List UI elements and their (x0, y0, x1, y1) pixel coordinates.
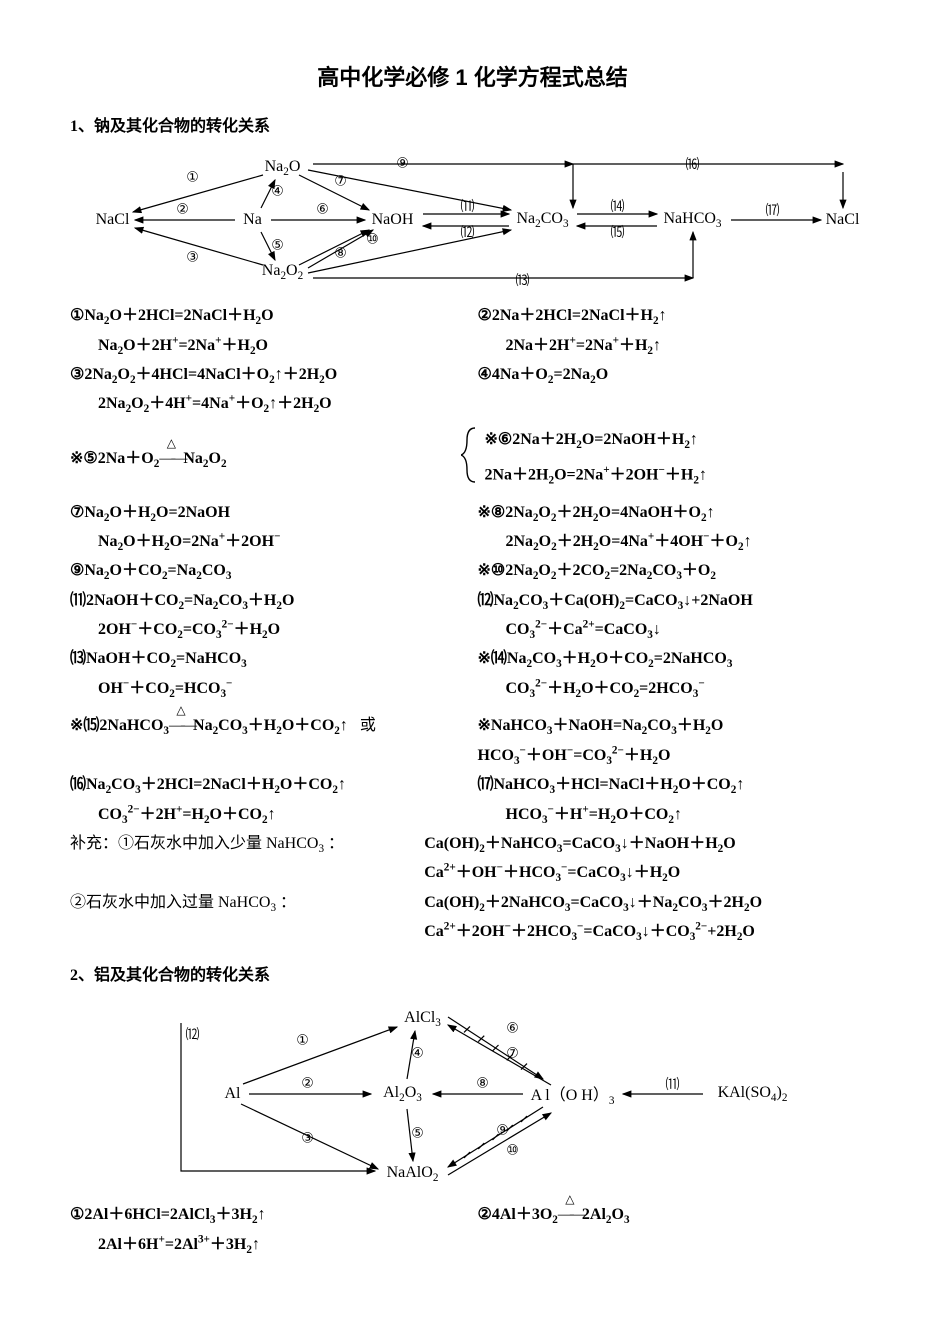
edge-label: ⑤ (271, 238, 284, 255)
node-Al2O3: Al2O3 (383, 1084, 422, 1104)
edge-label: ⑧ (476, 1076, 489, 1093)
equation-row: CO32−＋2H+=H2O＋CO2↑HCO3−＋H+=H2O＋CO2↑ (70, 800, 875, 830)
edge-label: ⑦ (506, 1046, 519, 1063)
equation-row: ⑾2NaOH＋CO2=Na2CO3＋H2O⑿Na2CO3＋Ca(OH)2=CaC… (70, 587, 875, 616)
edge-label: ⑥ (506, 1021, 519, 1038)
edge-label: ⑩ (506, 1143, 519, 1160)
node-Na: Na (243, 211, 262, 229)
edge-label: ⒁ (611, 196, 625, 216)
edge-label: ⑨ (496, 1123, 509, 1140)
equation-row: Na2O＋2H+=2Na+＋H2O2Na＋2H+=2Na+＋H2↑ (70, 331, 875, 361)
suppl1-row: 补充：①石灰水中加入少量 NaHCO3 ： Ca(OH)2＋NaHCO3=CaC… (70, 830, 875, 859)
section2-heading: 2、铝及其化合物的转化关系 (70, 961, 875, 985)
edge-label: ① (186, 170, 199, 187)
edge-label: ③ (301, 1131, 314, 1148)
node-Al: Al (225, 1085, 241, 1103)
suppl2-row2: Ca2+＋2OH−＋2HCO3−=CaCO3↓＋CO32−+2H2O (70, 918, 875, 948)
edge-label: ③ (186, 250, 199, 267)
edge-label: ② (176, 202, 189, 219)
suppl1-row2: Ca2+＋OH−＋HCO3−=CaCO3↓＋H2O (70, 859, 875, 889)
equation-row: ⒃Na2CO3＋2HCl=2NaCl＋H2O＋CO2↑⒄NaHCO3＋HCl=N… (70, 771, 875, 800)
equation-row: Na2O＋H2O=2Na+＋2OH−2Na2O2＋2H2O=4Na+＋4OH−＋… (70, 528, 875, 558)
edge-label: ② (301, 1076, 314, 1093)
delta-icon (159, 445, 183, 472)
edge-label: ⑿ (461, 222, 475, 242)
page-title: 高中化学必修 1 化学方程式总结 (70, 60, 875, 92)
edge-label: ⑤ (411, 1126, 424, 1143)
eq15-row2: HCO3−＋OH−=CO32−＋H2O (70, 741, 875, 771)
eq15-row: ※⒂2NaHCO3Na2CO3＋H2O＋CO2↑ 或 ※NaHCO3＋NaOH=… (70, 712, 875, 741)
suppl2-row: ②石灰水中加入过量 NaHCO3 ： Ca(OH)2＋2NaHCO3=CaCO3… (70, 889, 875, 918)
edge-label: ⑾ (461, 196, 475, 216)
equation-row: ⑦Na2O＋H2O=2NaOH※⑧2Na2O2＋2H2O=4NaOH＋O2↑ (70, 499, 875, 528)
node-AlOH3: A l（O H）3 (531, 1081, 615, 1107)
edge-label: ⒃ (686, 154, 700, 174)
equation-row: ①2Al＋6HCl=2AlCl3＋3H2↑②4Al＋3O22Al2O3 (70, 1201, 875, 1230)
equations-block-1: ①Na2O＋2HCl=2NaCl＋H2O②2Na＋2HCl=2NaCl＋H2↑N… (70, 302, 875, 947)
edge-label: ⒄ (766, 200, 780, 220)
equation-row: ⑨Na2O＋CO2=Na2CO3※⑩2Na2O2＋2CO2=2Na2CO3＋O2 (70, 557, 875, 586)
edge-label: ④ (271, 184, 284, 201)
node-AlCl3: AlCl3 (404, 1009, 441, 1029)
node-Na2CO3: Na2CO3 (516, 210, 568, 230)
node-NaCl_l: NaCl (96, 211, 130, 229)
section1-heading: 1、钠及其化合物的转化关系 (70, 112, 875, 136)
node-NaHCO3: NaHCO3 (663, 210, 721, 230)
node-Na2O: Na2O (265, 158, 301, 178)
edge-label: ⑧ (334, 246, 347, 263)
equation-row: 2OH−＋CO2=CO32−＋H2OCO32−＋Ca2+=CaCO3↓ (70, 616, 875, 646)
node-Na2O2: Na2O2 (262, 262, 303, 282)
node-NaOH: NaOH (372, 211, 414, 229)
eq6-top: ※⑥2Na＋2H2O=2NaOH＋H2↑ (485, 426, 876, 455)
edge-label: ⑨ (396, 156, 409, 173)
equation-row: 2Al＋6H+=2Al3+＋3H2↑ (70, 1231, 875, 1261)
brace-icon (461, 426, 479, 484)
brace-row: ※⑤2Na＋O2Na2O2 ※⑥2Na＋2H2O=2NaOH＋H2↑ 2Na＋2… (70, 426, 875, 493)
edge-label: ⑩ (366, 232, 379, 249)
node-NaAlO2: NaAlO2 (387, 1164, 439, 1184)
edge-label: ⑿ (186, 1024, 200, 1044)
equation-row: ①Na2O＋2HCl=2NaCl＋H2O②2Na＋2HCl=2NaCl＋H2↑ (70, 302, 875, 331)
edge-label: ① (296, 1033, 309, 1050)
equation-row: ③2Na2O2＋4HCl=4NaCl＋O2↑＋2H2O④4Na＋O2=2Na2O (70, 361, 875, 390)
eq6-bot: 2Na＋2H2O=2Na+＋2OH−＋H2↑ (485, 461, 876, 491)
edge-label: ⒂ (611, 222, 625, 242)
node-NaCl_r: NaCl (826, 211, 860, 229)
equation-row: ⒀NaOH＋CO2=NaHCO3※⒁Na2CO3＋H2O＋CO2=2NaHCO3 (70, 645, 875, 674)
edge-label: ⑥ (316, 202, 329, 219)
sodium-transformation-diagram: Na2O NaCl Na NaOH Na2CO3 NaHCO3 NaCl Na2O2 ① ② ③ ④ ⑤… (73, 150, 873, 290)
aluminum-transformation-diagram: AlCl3 Al Al2O3 A l（O H）3 KAl(SO4)2 NaAlO2 ⑿ ① ② ③… (113, 999, 833, 1189)
equation-row: 2Na2O2＋4H+=4Na+＋O2↑＋2H2O (70, 390, 875, 420)
edge-label: ④ (411, 1046, 424, 1063)
edge-label: ⒀ (516, 270, 530, 290)
equations-block-2: ①2Al＋6HCl=2AlCl3＋3H2↑②4Al＋3O22Al2O32Al＋6… (70, 1201, 875, 1260)
node-KAl: KAl(SO4)2 (718, 1084, 788, 1104)
edge-label: ⑾ (666, 1074, 680, 1094)
delta-icon (169, 712, 193, 739)
eq5-left: ※⑤2Na＋O2Na2O2 (70, 445, 227, 474)
edge-label: ⑦ (334, 174, 347, 191)
